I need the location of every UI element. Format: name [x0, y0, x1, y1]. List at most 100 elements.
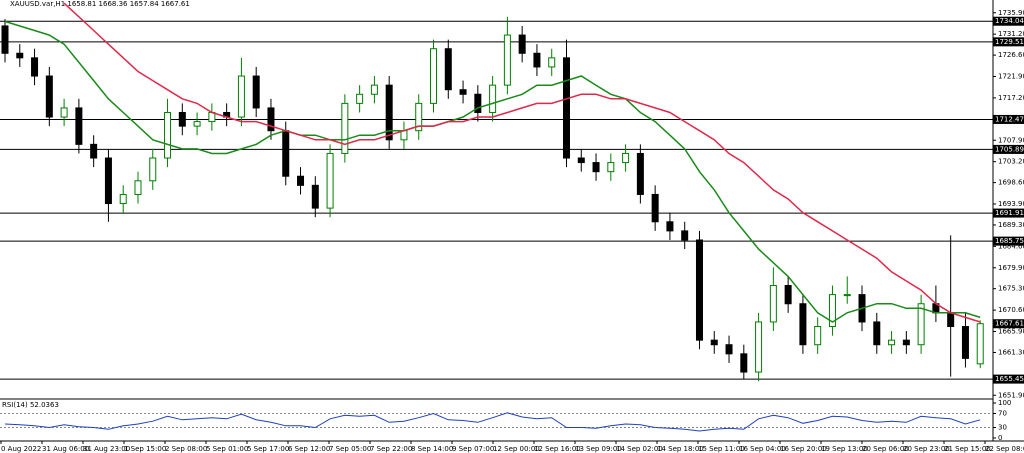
x-tick-label: 20 Sep 23:00 [903, 445, 950, 453]
candle-body [961, 326, 969, 359]
candle-body [134, 180, 142, 195]
candle-body [577, 157, 585, 164]
candle-body [60, 107, 68, 118]
candle-body [341, 102, 349, 154]
candle-body [518, 34, 526, 54]
y-tick-label: 1731.20 [998, 30, 1024, 38]
rsi-tick-label: 0 [998, 434, 1002, 442]
candle-body [651, 193, 659, 223]
candle-body [636, 152, 644, 195]
rsi-line [4, 412, 981, 432]
y-tick-label: 1721.90 [998, 73, 1024, 81]
y-tick-label: 1698.60 [998, 179, 1024, 187]
x-tick-label: 0 Aug 2022 [1, 445, 41, 453]
y-tick-label: 1735.90 [998, 9, 1024, 17]
x-tick-label: 12 Sep 16:00 [534, 445, 581, 453]
candle-body [356, 93, 364, 104]
candle-body [828, 294, 836, 328]
y-tick-label: 1707.90 [998, 136, 1024, 144]
level-label: 1734.04 [995, 17, 1024, 25]
candle-body [1, 25, 9, 54]
y-tick-label: 1675.30 [998, 285, 1024, 293]
x-tick-label: 16 Sep 20:00 [780, 445, 827, 453]
candle-body [947, 312, 955, 328]
candle-body [489, 84, 497, 113]
candle-body [725, 344, 733, 355]
x-tick-label: 5 Sep 01:00 [206, 445, 248, 453]
rsi-tick-label: 30 [998, 424, 1007, 432]
moving-average [4, 20, 981, 323]
candle-body [666, 221, 674, 232]
price-label-box [993, 319, 1024, 329]
level-label: 1655.45 [995, 375, 1024, 383]
candle-body [784, 285, 792, 305]
candle-body [282, 130, 290, 177]
candle-body [444, 48, 452, 91]
candle-body [45, 75, 53, 118]
x-tick-label: 7 Sep 22:00 [370, 445, 412, 453]
x-tick-label: 31 Aug 06:00 [42, 445, 89, 453]
y-tick-label: 1684.60 [998, 242, 1024, 250]
level-label-box [993, 236, 1024, 246]
candle-body [119, 193, 127, 205]
candle-body [681, 230, 689, 241]
candle-body [607, 162, 615, 173]
candle-body [799, 303, 807, 346]
price-label: 1667.61 [995, 320, 1024, 328]
candle-body [888, 339, 896, 346]
x-tick-label: 1 Sep 15:00 [124, 445, 166, 453]
level-label-box [993, 16, 1024, 26]
candle-body [297, 175, 305, 186]
x-tick-label: 8 Sep 14:00 [411, 445, 453, 453]
candle-body [622, 152, 630, 164]
x-tick-label: 13 Sep 09:00 [575, 445, 622, 453]
candle-body [474, 93, 482, 113]
candle-body [503, 34, 511, 86]
level-label: 1712.47 [995, 115, 1024, 123]
x-tick-label: 20 Sep 06:00 [862, 445, 909, 453]
x-tick-label: 22 Sep 08:00 [985, 445, 1024, 453]
candle-body [164, 111, 172, 159]
rsi-tick-label: 70 [998, 410, 1007, 418]
x-tick-label: 14 Sep 02:00 [616, 445, 663, 453]
candle-body [104, 157, 112, 205]
x-tick-label: 15 Sep 11:00 [698, 445, 745, 453]
candle-body [370, 84, 378, 95]
candle-body [326, 152, 334, 209]
y-tick-label: 1693.90 [998, 200, 1024, 208]
y-tick-label: 1670.60 [998, 306, 1024, 314]
rsi-title: RSI(14) 52.0363 [2, 401, 59, 409]
level-label-box [993, 374, 1024, 384]
candle-body [415, 102, 423, 132]
candle-body [193, 121, 201, 127]
candle-body [252, 75, 260, 109]
moving-average [63, 2, 981, 323]
candle-body [16, 52, 24, 59]
candle-body [902, 339, 910, 346]
x-tick-label: 14 Sep 18:00 [657, 445, 704, 453]
candle-body [178, 111, 186, 127]
candle-body [769, 285, 777, 323]
level-label-box [993, 114, 1024, 124]
candle-body [430, 48, 438, 104]
level-label: 1705.89 [995, 145, 1024, 153]
x-tick-label: 9 Sep 07:00 [452, 445, 494, 453]
candle-body [976, 323, 984, 365]
candle-body [149, 157, 157, 182]
candle-body [311, 184, 319, 209]
y-tick-label: 1665.90 [998, 328, 1024, 336]
candle-body [237, 75, 245, 118]
candle-body [710, 339, 718, 346]
x-tick-label: 6 Sep 12:00 [288, 445, 330, 453]
candle-body [917, 303, 925, 346]
candle-body [814, 326, 822, 346]
rsi-tick-label: 100 [998, 399, 1011, 407]
y-tick-label: 1689.30 [998, 221, 1024, 229]
y-tick-label: 1679.90 [998, 264, 1024, 272]
candle-body [90, 143, 98, 159]
candle-body [873, 321, 881, 346]
candle-body [459, 89, 467, 95]
candle-body [267, 107, 275, 132]
candle-body [562, 57, 570, 159]
